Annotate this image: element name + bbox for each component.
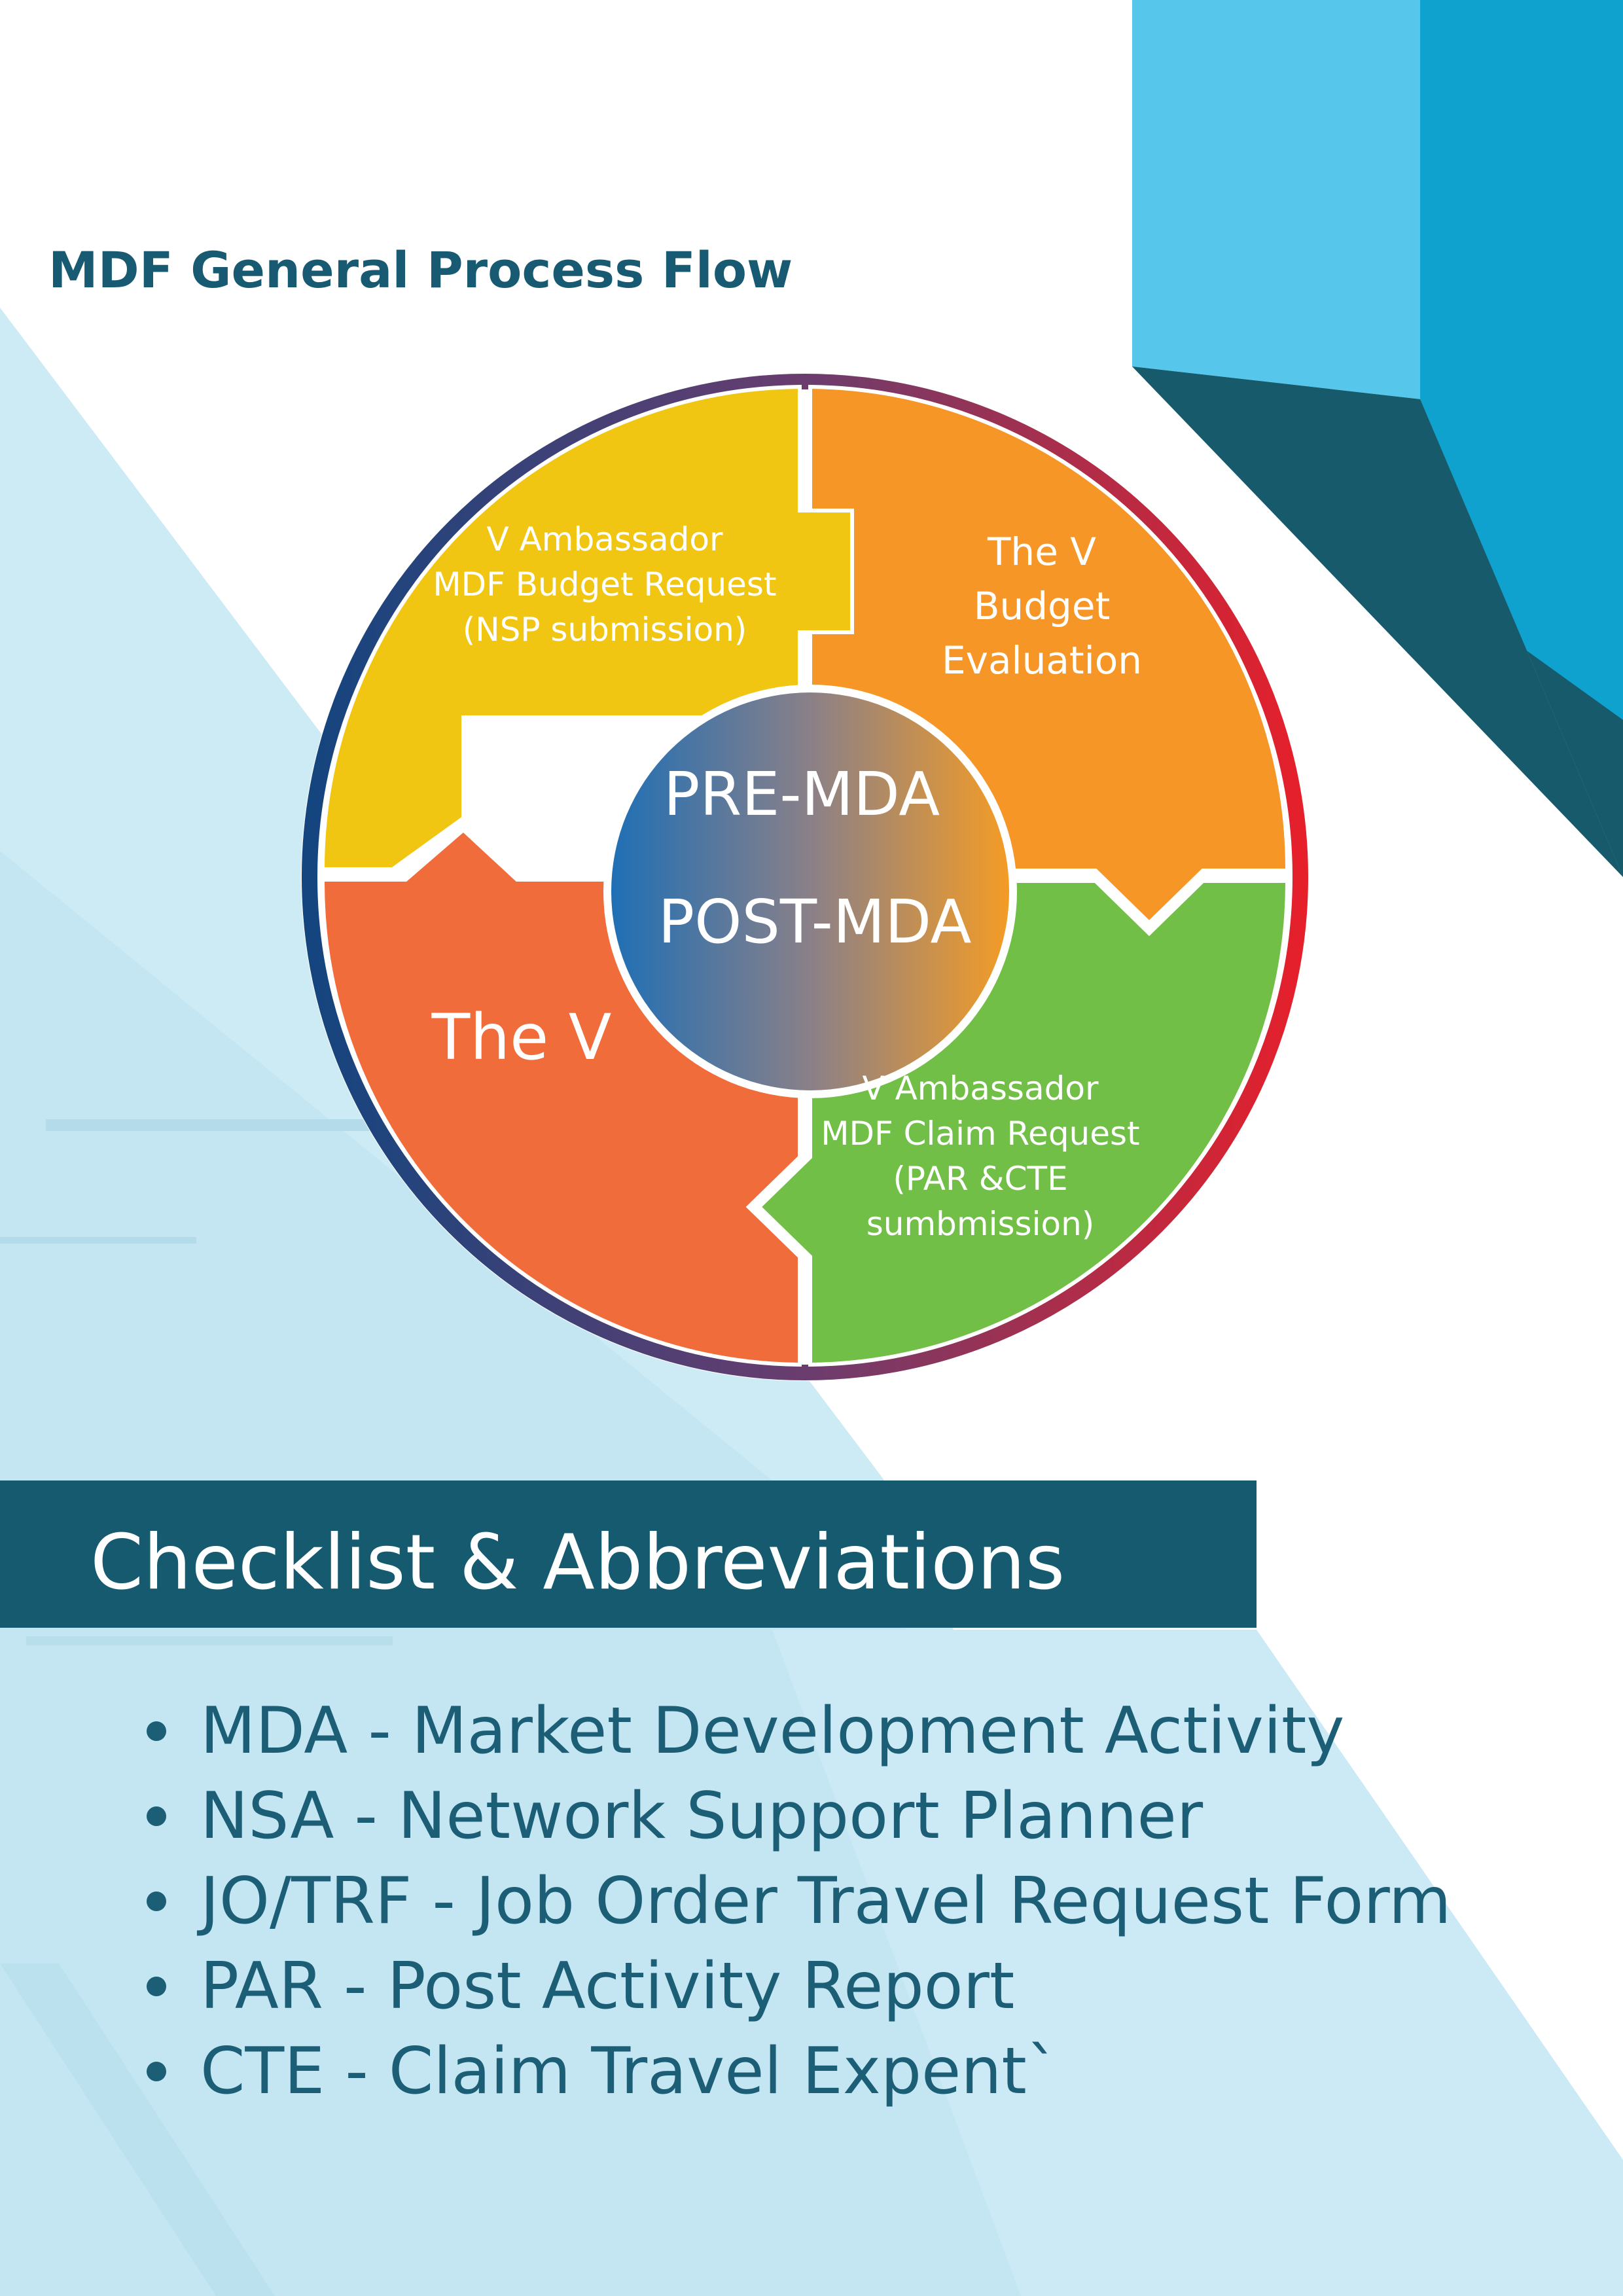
outer-ring <box>302 374 1308 1380</box>
corner-mid-blue <box>1420 0 1623 877</box>
claim-request-line-4: sumbmission) <box>866 1205 1095 1243</box>
bullet-icon <box>147 1806 166 1826</box>
abbreviation-list: MDA - Market Development Activity NSA - … <box>147 1689 1451 2114</box>
budget-request-line-2: MDF Budget Request <box>433 565 776 603</box>
corner-dark-teal-2 <box>1132 367 1623 877</box>
budget-evaluation-line-1: The V <box>987 529 1096 574</box>
bg-line-3 <box>26 1636 393 1645</box>
bullet-icon <box>147 1721 166 1741</box>
budget-evaluation-line-2: Budget <box>974 584 1111 628</box>
bullet-icon <box>147 1892 166 1911</box>
the-v-label: The V <box>431 1001 612 1074</box>
center-top-label: PRE-MDA <box>664 759 940 829</box>
page-title: MDF General Process Flow <box>48 241 793 299</box>
budget-request-line-1: V Ambassador <box>486 520 722 558</box>
center-bottom-label: POST-MDA <box>658 887 972 957</box>
center-circle <box>611 692 1009 1090</box>
list-item: JO/TRF - Job Order Travel Request Form <box>147 1859 1451 1944</box>
abbreviation-text: JO/TRF - Job Order Travel Request Form <box>200 1864 1452 1939</box>
list-item: CTE - Claim Travel Expent` <box>147 2029 1451 2114</box>
bg-right-triangle <box>772 1630 1623 2296</box>
budget-evaluation-line-3: Evaluation <box>942 638 1142 683</box>
claim-request-line-2: MDF Claim Request <box>821 1115 1139 1153</box>
bg-stripe <box>0 1964 275 2296</box>
process-flow-diagram: PRE-MDA POST-MDA V Ambassador MDF Budget… <box>301 373 1309 1381</box>
claim-request-line-1: V Ambassador <box>862 1069 1098 1107</box>
claim-request-line-3: (PAR &CTE <box>893 1160 1067 1198</box>
abbreviation-text: MDA - Market Development Activity <box>200 1694 1345 1768</box>
bg-line-2 <box>0 1237 196 1244</box>
segment-budget-request <box>320 384 854 871</box>
checklist-banner: Checklist & Abbreviations <box>0 1480 1257 1628</box>
bullet-icon <box>147 1977 166 1996</box>
list-item: NSA - Network Support Planner <box>147 1774 1451 1859</box>
list-item: PAR - Post Activity Report <box>147 1944 1451 2029</box>
abbreviation-text: NSA - Network Support Planner <box>200 1779 1204 1854</box>
bullet-icon <box>147 2062 166 2081</box>
checklist-heading: Checklist & Abbreviations <box>90 1518 1065 1607</box>
abbreviation-text: PAR - Post Activity Report <box>200 1949 1015 2024</box>
abbreviation-text: CTE - Claim Travel Expent` <box>200 2034 1059 2109</box>
list-item: MDA - Market Development Activity <box>147 1689 1451 1774</box>
budget-request-line-3: (NSP submission) <box>463 611 747 649</box>
